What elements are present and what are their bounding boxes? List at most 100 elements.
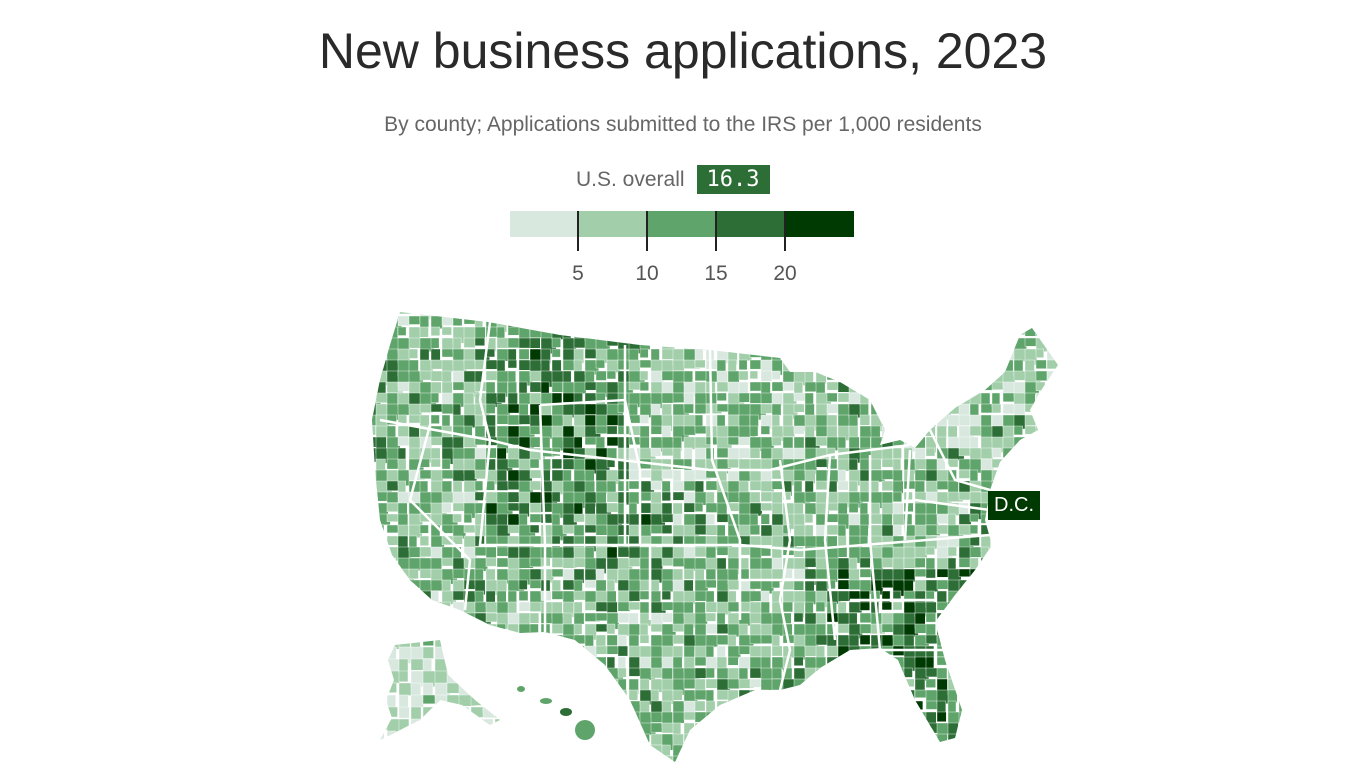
county: [815, 744, 833, 754]
county: [419, 469, 432, 480]
county: [1013, 711, 1024, 723]
county: [372, 447, 378, 463]
county: [892, 381, 909, 393]
county: [372, 458, 374, 470]
county: [573, 326, 587, 340]
county: [410, 730, 425, 740]
county: [881, 678, 895, 693]
county: [881, 601, 892, 611]
county: [705, 623, 719, 634]
county: [1046, 502, 1058, 519]
county: [1046, 447, 1058, 461]
county: [474, 623, 491, 635]
county: [386, 670, 400, 684]
county: [859, 711, 871, 722]
county: [518, 590, 529, 601]
county: [848, 744, 864, 761]
county: [617, 722, 627, 737]
county: [947, 546, 957, 557]
county: [969, 634, 985, 645]
county: [372, 535, 375, 552]
county: [969, 381, 981, 393]
county: [1013, 645, 1030, 661]
county: [705, 634, 719, 648]
county: [958, 469, 971, 479]
county: [958, 634, 975, 644]
county: [1057, 392, 1058, 405]
county: [375, 502, 389, 516]
county: [969, 337, 980, 352]
county: [980, 667, 996, 681]
county: [914, 312, 930, 321]
county: [903, 612, 916, 625]
county: [1002, 312, 1017, 317]
county: [551, 634, 566, 648]
county: [573, 557, 586, 568]
county: [1035, 755, 1048, 762]
county: [837, 667, 855, 677]
county: [826, 312, 841, 320]
county: [441, 436, 455, 449]
county: [1046, 315, 1058, 328]
county: [859, 337, 873, 352]
county: [1024, 733, 1036, 747]
county: [1046, 337, 1058, 347]
county: [760, 700, 778, 716]
county: [398, 694, 409, 708]
county: [419, 612, 437, 628]
county: [661, 722, 674, 734]
county: [452, 535, 463, 545]
legend-tick: [646, 211, 648, 251]
county: [991, 568, 1004, 582]
county: [947, 370, 959, 385]
county: [408, 733, 425, 750]
county: [452, 722, 462, 735]
county: [595, 491, 607, 504]
county: [903, 722, 918, 736]
county: [881, 348, 897, 361]
county: [991, 524, 1006, 537]
county: [595, 312, 604, 322]
county: [595, 711, 608, 728]
county: [771, 337, 783, 352]
county: [980, 447, 994, 460]
county: [760, 315, 771, 329]
county: [1002, 337, 1011, 355]
county: [595, 436, 605, 450]
county: [551, 491, 561, 503]
county: [683, 535, 696, 545]
county: [980, 312, 996, 321]
county: [540, 667, 552, 677]
county: [859, 381, 872, 396]
county: [881, 458, 895, 468]
county: [372, 524, 376, 538]
county: [617, 579, 630, 591]
county: [738, 722, 748, 740]
county: [496, 480, 509, 491]
county: [914, 359, 929, 373]
county: [661, 326, 671, 338]
county: [1013, 722, 1027, 734]
state-border: [823, 449, 912, 651]
county: [793, 700, 810, 712]
county: [496, 634, 509, 646]
county: [529, 722, 541, 739]
county: [749, 312, 762, 314]
county: [1013, 469, 1026, 478]
county: [1013, 524, 1023, 535]
county: [551, 733, 565, 747]
county: [1002, 326, 1015, 344]
county: [1024, 590, 1039, 608]
county: [419, 535, 429, 546]
county: [386, 337, 400, 351]
county: [397, 733, 411, 744]
county: [551, 348, 561, 358]
county: [507, 678, 519, 695]
county: [419, 601, 436, 614]
alaska-cells: [380, 640, 500, 740]
county: [494, 730, 500, 740]
county: [837, 326, 847, 342]
county: [947, 711, 960, 724]
county: [936, 667, 948, 679]
